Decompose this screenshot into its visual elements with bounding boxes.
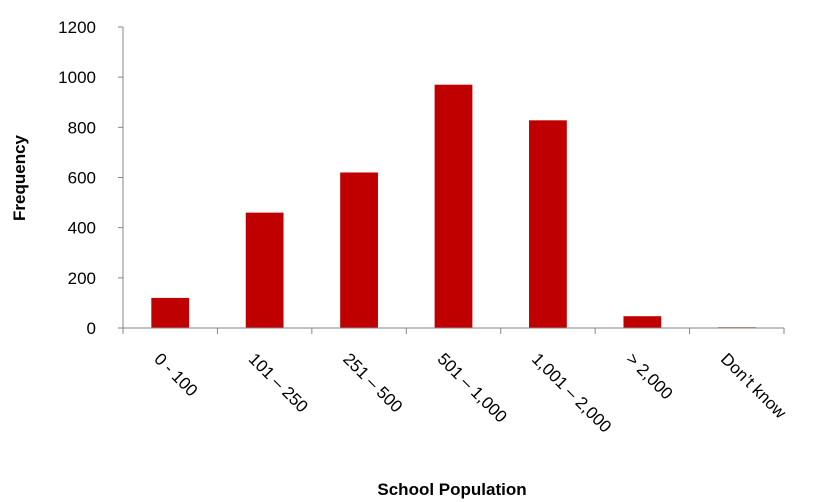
x-axis-ticks: [122, 328, 785, 334]
y-tick-label: 200: [68, 269, 96, 288]
x-axis-title: School Population: [377, 480, 526, 499]
x-tick-label: 251 – 500: [339, 349, 406, 416]
y-tick-label: 1200: [58, 18, 96, 37]
y-tick-label: 600: [68, 169, 96, 188]
bar: [623, 316, 662, 328]
y-axis-title: Frequency: [10, 134, 29, 221]
bar: [245, 212, 284, 328]
bars: [151, 84, 756, 328]
x-tick-label: 501 – 1,000: [434, 349, 511, 426]
y-tick-label: 800: [68, 118, 96, 137]
x-tick-label: 1,001 – 2,000: [528, 349, 615, 436]
y-tick-label: 1000: [58, 68, 96, 87]
bar: [151, 297, 190, 328]
y-tick-label: 400: [68, 219, 96, 238]
y-tick-label: 0: [87, 319, 96, 338]
x-tick-label: 0 - 100: [150, 349, 201, 400]
bar: [529, 120, 567, 328]
x-tick-label: 101 – 250: [245, 349, 312, 416]
bar: [340, 172, 378, 328]
x-tick-label: > 2,000: [623, 349, 677, 403]
x-tick-label: Don’t know: [717, 349, 790, 422]
bar: [434, 84, 473, 328]
y-axis-ticks: 0 200 400 600 800 1000 1200: [58, 18, 123, 338]
x-axis-tick-labels: 0 - 100 101 – 250 251 – 500 501 – 1,000 1,00…: [150, 349, 790, 436]
